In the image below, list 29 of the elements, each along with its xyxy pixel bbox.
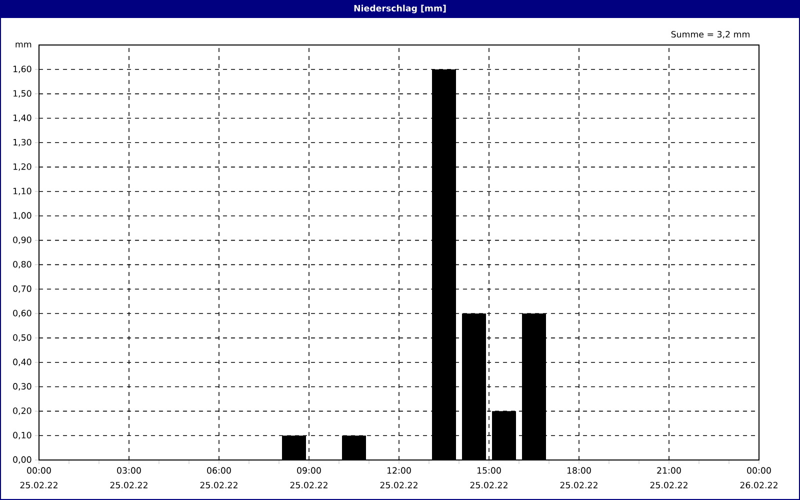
x-tick-label: 15:00 25.02.22 xyxy=(470,467,508,488)
text: Summe = 3,2 mm xyxy=(671,30,750,38)
chart-title: Niederschlag [mm] xyxy=(354,4,446,14)
x-tick-label: 00:00 25.02.22 xyxy=(20,467,58,488)
x-tick-label: 03:00 25.02.22 xyxy=(110,467,148,488)
y-tick-label: 0,20 xyxy=(13,407,32,415)
y-tick-label: 1,50 xyxy=(13,90,32,98)
x-tick-label: 18:00 25.02.22 xyxy=(560,467,598,488)
x-tick-label: 06:00 25.02.22 xyxy=(200,467,238,488)
y-tick-label: 0,50 xyxy=(13,334,32,342)
y-tick-label: 1,00 xyxy=(13,212,32,220)
y-tick-label: 0,80 xyxy=(13,260,32,268)
x-tick-label: 09:00 25.02.22 xyxy=(290,467,328,488)
y-tick-label: 1,40 xyxy=(13,114,32,122)
y-tick-label: 0,70 xyxy=(13,285,32,293)
y-tick-label: 0,30 xyxy=(13,383,32,390)
x-tick-label: 00:00 26.02.22 xyxy=(740,467,778,488)
y-tick-label: 0,40 xyxy=(13,358,32,366)
y-tick-label: 1,10 xyxy=(13,188,32,196)
y-tick-label: 0,00 xyxy=(13,456,32,464)
x-tick-label: 12:00 25.02.22 xyxy=(380,467,418,488)
x-tick-label: 21:00 25.02.22 xyxy=(650,467,688,488)
y-tick-label: 1,60 xyxy=(13,66,32,74)
y-tick-label: 1,30 xyxy=(13,138,32,146)
y-axis-title: mm xyxy=(16,42,32,48)
y-tick-label: 0,10 xyxy=(13,432,32,440)
y-tick-label: 0,60 xyxy=(13,310,32,318)
y-tick-label: 0,90 xyxy=(13,236,32,244)
y-tick-label: 1,20 xyxy=(13,163,32,171)
